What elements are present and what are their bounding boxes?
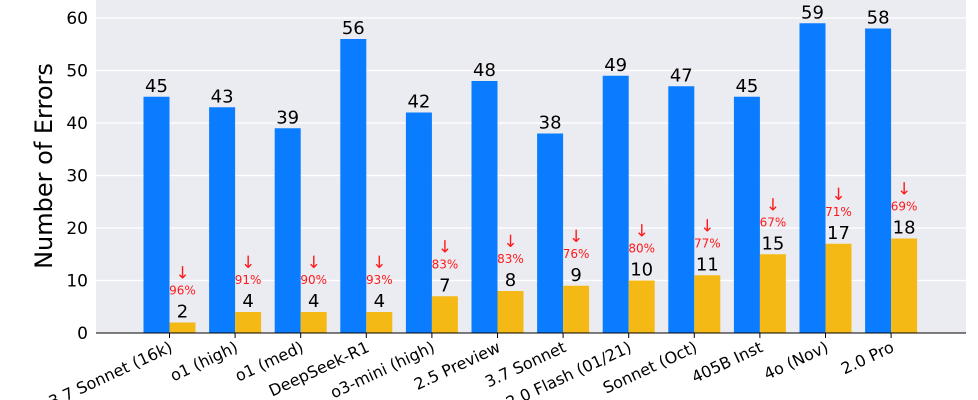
- y-axis-ticks: 0 10 20 30 40 50 60: [66, 9, 88, 344]
- down-arrow-icon: ↓: [241, 253, 255, 273]
- bar-blue: [865, 28, 892, 333]
- data-label: 45: [145, 76, 168, 97]
- bar-yellow: [300, 312, 327, 333]
- down-arrow-icon: ↓: [503, 232, 517, 252]
- bar-yellow: [825, 243, 852, 333]
- data-label: 2: [177, 302, 188, 323]
- bar-blue: [537, 133, 564, 333]
- x-category-label: o1 (high): [167, 337, 241, 385]
- reduction-percent: 67%: [760, 215, 787, 229]
- down-arrow-icon: ↓: [175, 264, 189, 284]
- data-label: 58: [867, 8, 890, 29]
- down-arrow-icon: ↓: [635, 222, 649, 242]
- y-tick-label: 10: [66, 272, 88, 292]
- y-tick-label: 0: [77, 324, 88, 344]
- bar-blue: [209, 107, 236, 333]
- bar-yellow: [628, 280, 655, 333]
- y-tick-label: 50: [66, 62, 88, 82]
- reduction-percent: 80%: [628, 242, 655, 256]
- down-arrow-icon: ↓: [307, 253, 321, 273]
- bars: [143, 23, 918, 333]
- data-label: 56: [342, 18, 365, 39]
- x-axis-categories: 3.7 Sonnet (16k)o1 (high)o1 (med)DeepSee…: [46, 333, 897, 400]
- data-label: 7: [439, 275, 450, 296]
- reduction-percent: 71%: [825, 205, 852, 219]
- data-label: 9: [570, 265, 581, 286]
- bar-blue: [143, 96, 170, 333]
- x-category-label: 405B Inst: [689, 337, 766, 386]
- reduction-percent: 93%: [366, 273, 393, 287]
- down-arrow-icon: ↓: [569, 227, 583, 247]
- data-label: 15: [761, 233, 784, 254]
- bar-blue: [471, 81, 498, 333]
- data-label: 59: [801, 2, 824, 23]
- reduction-percent: 83%: [432, 257, 459, 271]
- data-label: 42: [407, 92, 430, 113]
- reduction-percent: 77%: [694, 236, 721, 250]
- x-category-label: 2.0 Pro: [838, 337, 897, 378]
- bar-yellow: [235, 312, 262, 333]
- reduction-percent: 83%: [497, 252, 524, 266]
- bar-yellow: [169, 322, 196, 333]
- data-label: 48: [473, 60, 496, 81]
- reduction-percent: 69%: [891, 200, 918, 214]
- reduction-annotations: 96%↓ 91%↓90%↓93%↓ 83%↓83%↓76%↓80%↓77%↓ 67%↓…: [169, 180, 917, 298]
- reduction-percent: 96%: [169, 284, 196, 298]
- data-label: 39: [276, 107, 299, 128]
- data-label: 45: [735, 76, 758, 97]
- bar-yellow: [759, 254, 786, 333]
- y-tick-label: 20: [66, 219, 88, 239]
- y-tick-label: 60: [66, 9, 88, 29]
- x-category-label: 4o (Nov): [761, 337, 831, 383]
- value-labels: 45 2 43 4 39 4 56 4 42 7 48 8 38 9 49 10 47 11 45 15 59 17 58 1…: [145, 2, 916, 322]
- bar-yellow: [694, 275, 721, 333]
- down-arrow-icon: ↓: [700, 216, 714, 236]
- down-arrow-icon: ↓: [372, 253, 386, 273]
- bar-yellow: [563, 285, 590, 333]
- bar-yellow: [366, 312, 393, 333]
- x-category-label: 3.7 Sonnet (16k): [46, 337, 176, 400]
- data-label: 17: [827, 223, 850, 244]
- bar-yellow: [497, 291, 524, 333]
- reduction-percent: 91%: [235, 273, 262, 287]
- down-arrow-icon: ↓: [766, 195, 780, 215]
- bar-blue: [668, 86, 695, 333]
- data-label: 38: [539, 113, 562, 134]
- data-label: 8: [505, 270, 516, 291]
- y-tick-label: 30: [66, 167, 88, 187]
- grid-lines: [96, 17, 966, 282]
- down-arrow-icon: ↓: [831, 185, 845, 205]
- y-axis-label: Number of Errors: [30, 63, 58, 269]
- y-tick-label: 40: [66, 114, 88, 134]
- down-arrow-icon: ↓: [438, 237, 452, 257]
- reduction-percent: 90%: [300, 273, 327, 287]
- bar-blue: [799, 23, 826, 333]
- data-label: 18: [893, 218, 916, 239]
- data-label: 4: [242, 291, 253, 312]
- reduction-percent: 76%: [563, 247, 590, 261]
- data-label: 4: [374, 291, 385, 312]
- data-label: 4: [308, 291, 319, 312]
- bar-blue: [340, 39, 367, 333]
- bar-yellow: [891, 238, 918, 333]
- down-arrow-icon: ↓: [897, 180, 911, 200]
- bar-blue: [274, 128, 301, 333]
- bar-yellow: [431, 296, 458, 333]
- data-label: 43: [211, 86, 234, 107]
- data-label: 47: [670, 65, 693, 86]
- data-label: 10: [630, 260, 653, 281]
- bar-blue: [602, 75, 629, 333]
- bar-blue: [405, 112, 432, 333]
- data-label: 49: [604, 55, 627, 76]
- bar-blue: [733, 96, 760, 333]
- data-label: 11: [696, 254, 719, 275]
